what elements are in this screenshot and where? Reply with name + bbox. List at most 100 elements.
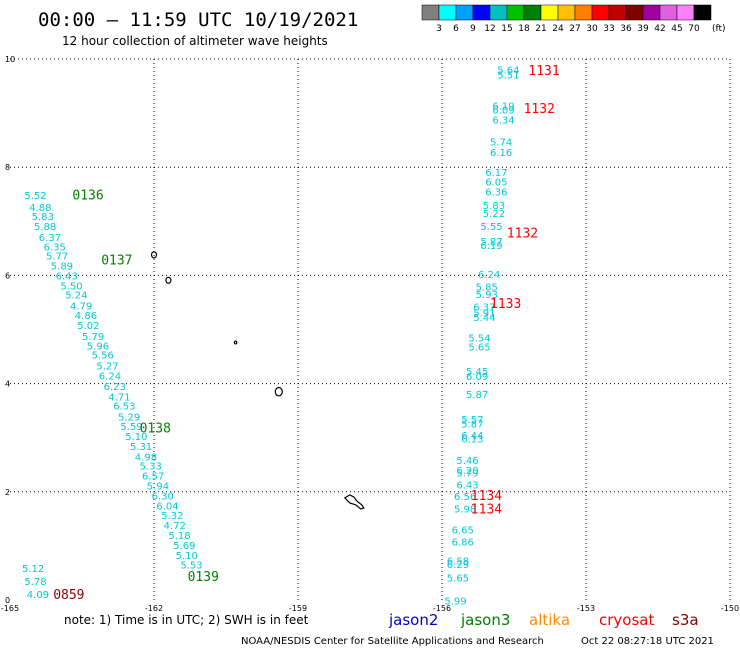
wave-height-value: 5.87 — [466, 390, 488, 401]
wave-height-value: 6.13 — [461, 435, 483, 446]
colorbar-swatch — [455, 4, 474, 21]
wave-height-value: 5.24 — [65, 291, 87, 302]
colorbar-label: 21 — [535, 24, 546, 34]
wave-height-value: 6.05 — [485, 178, 507, 189]
colorbar-label: 36 — [620, 24, 632, 34]
y-tick-label: 8 — [5, 163, 10, 172]
wave-height-value: 5.69 — [173, 541, 195, 552]
colorbar-label: 42 — [654, 24, 665, 34]
wave-height-value: 4.86 — [75, 311, 97, 322]
wave-height-value: 5.55 — [480, 222, 502, 233]
wave-height-value: 6.86 — [452, 537, 474, 548]
footer-note: note: 1) Time is in UTC; 2) SWH is in fe… — [64, 613, 309, 627]
wave-height-value: 6.37 — [39, 233, 61, 244]
colorbar-swatch — [506, 4, 525, 21]
wave-height-value: 6.16 — [490, 148, 512, 159]
wave-height-value: 4.79 — [70, 301, 92, 312]
wave-height-value: 5.64 — [497, 66, 519, 77]
x-tick-label: -156 — [433, 604, 451, 613]
wave-height-value: 6.58 — [447, 556, 469, 567]
colorbar-swatch — [659, 4, 678, 21]
wave-height-value: 5.85 — [476, 283, 498, 294]
wave-height-value: 4.09 — [27, 590, 49, 601]
colorbar-label: 27 — [569, 24, 580, 34]
islands — [150, 251, 365, 510]
x-tick-label: -150 — [721, 604, 739, 613]
colorbar-swatch — [557, 4, 576, 21]
island-outline — [165, 276, 172, 284]
x-tick-label: -165 — [1, 604, 19, 613]
wave-height-value: 5.91 — [473, 309, 495, 320]
wave-height-value: 6.17 — [485, 168, 507, 179]
colorbar-label: 39 — [637, 24, 649, 34]
colorbar-swatch — [421, 4, 440, 21]
wave-height-value: 6.24 — [478, 270, 500, 281]
wave-height-value: 6.19 — [492, 101, 514, 112]
wave-height-value: 5.22 — [483, 209, 505, 220]
wave-height-value: 5.46 — [456, 456, 478, 467]
wave-height-value: 5.31 — [130, 442, 152, 453]
colorbar-swatch — [642, 4, 661, 21]
wave-height-value: 6.29 — [447, 560, 469, 571]
wave-height-value: 5.65 — [468, 343, 490, 354]
colorbar-label: 24 — [552, 24, 564, 34]
wave-height-value: 5.51 — [497, 70, 519, 81]
wave-height-value: 5.98 — [454, 504, 476, 515]
wave-height-value: 5.96 — [87, 342, 109, 353]
wave-height-value: 6.30 — [152, 491, 174, 502]
wave-height-value: 6.57 — [142, 471, 164, 482]
colorbar-swatch — [472, 4, 491, 21]
wave-height-value: 5.74 — [490, 138, 512, 149]
wave-height-value: 5.45 — [466, 367, 488, 378]
pass-label: 0859 — [53, 588, 84, 603]
wave-height-value: 5.18 — [168, 531, 190, 542]
grid — [10, 58, 731, 600]
wave-height-value: 5.77 — [46, 252, 68, 263]
wave-height-value: 6.20 — [456, 466, 478, 477]
chart-subtitle: 12 hour collection of altimeter wave hei… — [62, 34, 328, 48]
island-outline — [343, 494, 365, 510]
colorbar-label: 15 — [501, 24, 512, 34]
legend-s3a: s3a — [672, 611, 699, 629]
wave-height-value: 5.10 — [176, 551, 198, 562]
pass-label: 0136 — [72, 189, 103, 204]
wave-height-value: 5.88 — [34, 222, 56, 233]
wave-height-value: 6.44 — [461, 431, 483, 442]
y-tick-label: 2 — [5, 488, 10, 497]
wave-height-value: 5.78 — [24, 577, 46, 588]
wave-height-value: 5.83 — [483, 201, 505, 212]
pass-label: 1132 — [524, 102, 555, 117]
wave-height-value: 5.89 — [51, 261, 73, 272]
colorbar-swatch — [574, 4, 593, 21]
colorbar-swatch — [489, 4, 508, 21]
island-outline — [274, 386, 283, 397]
wave-height-value: 5.87 — [461, 419, 483, 430]
colorbar-label: 30 — [586, 24, 598, 34]
pass-labels: 0136 0137 0138 0139 0859 1131 1132 1132 1133 1134… — [53, 64, 560, 603]
footer-timestamp: Oct 22 08:27:18 UTC 2021 — [581, 636, 714, 647]
chart-title: 00:00 – 11:59 UTC 10/19/2021 — [38, 9, 358, 31]
wave-height-value: 5.79 — [456, 469, 478, 480]
wave-height-value: 5.94 — [147, 482, 169, 493]
wave-height-value: 6.19 — [480, 241, 502, 252]
data-points: 5.524.885.835.886.376.355.775.896.435.50… — [22, 66, 519, 608]
legend-jason2: jason2 — [388, 611, 438, 629]
island-outline — [233, 340, 238, 345]
y-tick-label: 4 — [5, 380, 10, 389]
satellite-legend: jason2 jason3 altika cryosat s3a — [388, 611, 699, 629]
wave-height-value: 5.99 — [444, 596, 466, 607]
wave-height-value: 5.10 — [125, 432, 147, 443]
wave-height-value: 5.53 — [180, 561, 202, 572]
wave-height-value: 5.93 — [476, 290, 498, 301]
y-tick-label: 0 — [5, 596, 10, 605]
colorbar-label: 18 — [518, 24, 530, 34]
wave-height-value: 5.65 — [447, 574, 469, 585]
wave-height-value: 4.98 — [135, 452, 157, 463]
wave-height-value: 6.37 — [473, 303, 495, 314]
colorbar-label: 45 — [671, 24, 682, 34]
legend-jason3: jason3 — [460, 611, 510, 629]
colorbar-label: 12 — [484, 24, 495, 34]
colorbar: 3 6 9 12 15 18 21 24 27 30 33 36 39 42 45 70 — [421, 4, 712, 34]
colorbar-label: 9 — [470, 24, 476, 34]
